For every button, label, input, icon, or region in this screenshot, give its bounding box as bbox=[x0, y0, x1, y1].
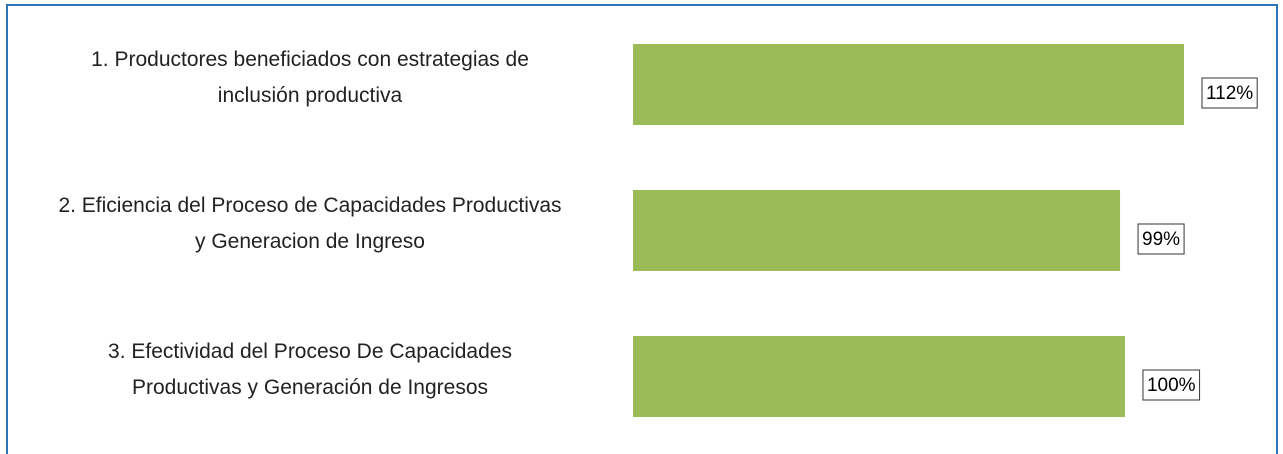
category-label: 1. Productores beneficiados con estrateg… bbox=[91, 48, 529, 107]
bar bbox=[633, 336, 1125, 417]
category-label: 3. Efectividad del Proceso De Capacidade… bbox=[108, 340, 512, 399]
bar bbox=[633, 190, 1121, 271]
chart-border bbox=[6, 4, 1278, 454]
value-label-box bbox=[1137, 223, 1185, 255]
value-label: 100% bbox=[1147, 375, 1196, 396]
value-label-box bbox=[1201, 77, 1258, 109]
category-label: 2. Eficiencia del Proceso de Capacidades… bbox=[58, 194, 562, 253]
value-label: 99% bbox=[1142, 229, 1180, 250]
value-label: 112% bbox=[1206, 83, 1253, 104]
bar bbox=[633, 44, 1184, 125]
value-label-box bbox=[1142, 369, 1201, 401]
